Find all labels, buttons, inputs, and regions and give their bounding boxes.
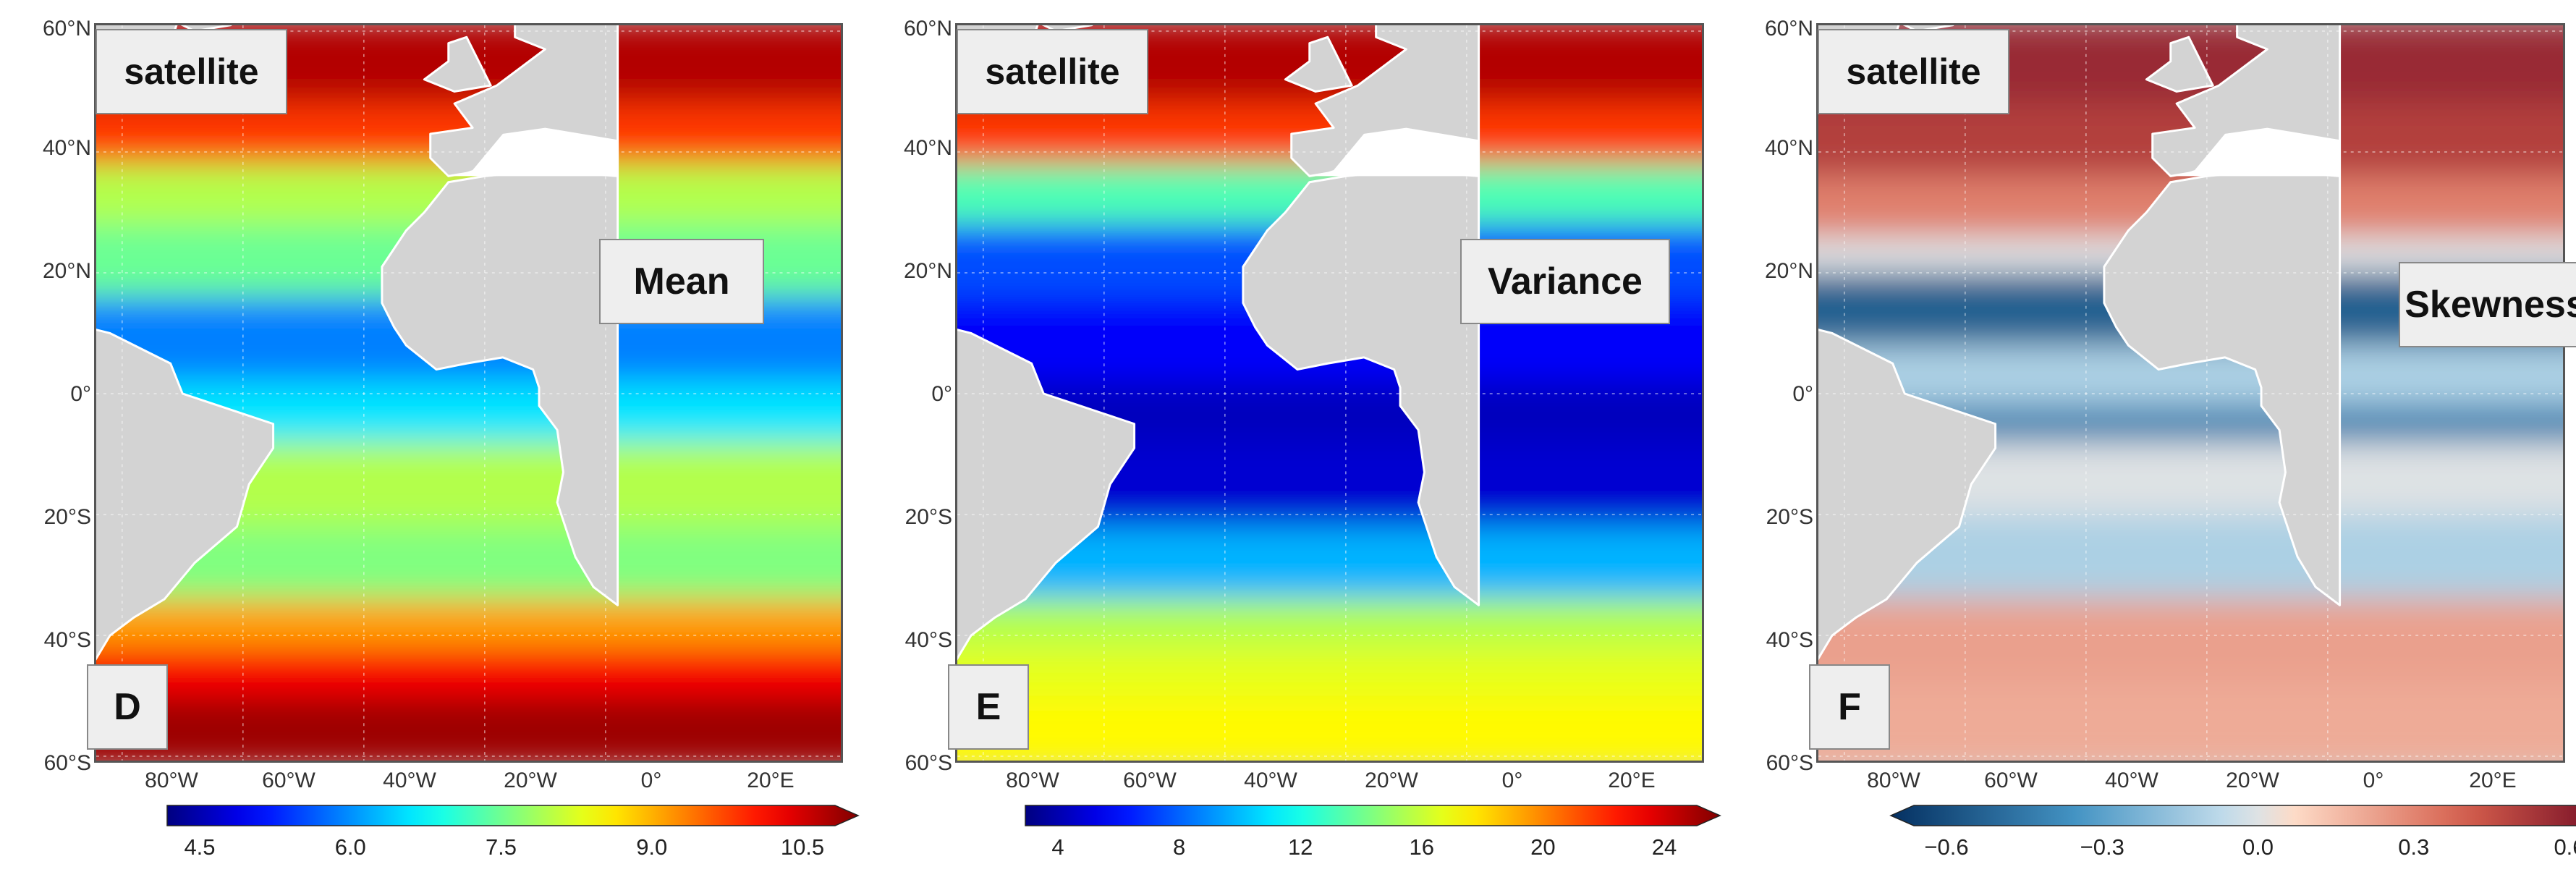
colorbar-ramp: [1025, 805, 1721, 826]
colorbar-tick-label: 16: [1409, 834, 1435, 860]
longitude-label: 20°E: [747, 769, 795, 792]
latitude-label: 0°: [1792, 382, 1813, 406]
source-label: satellite: [957, 29, 1148, 114]
panel-letter: F: [1809, 664, 1890, 750]
colorbar-tick-label: 7.5: [485, 834, 517, 860]
statistic-label: Mean: [599, 239, 764, 324]
latitude-label: 60°N: [903, 17, 952, 41]
longitude-label: 80°W: [145, 769, 198, 792]
longitude-label: 60°W: [1123, 769, 1177, 792]
map-frame: [1816, 23, 2565, 763]
statistic-label: Variance: [1460, 239, 1670, 324]
colorbar-tick-label: 0.0: [2242, 834, 2274, 860]
panel-letter: E: [948, 664, 1029, 750]
latitude-label: 60°S: [1766, 751, 1813, 775]
map-canvas: [957, 25, 1702, 761]
map-frame: [955, 23, 1704, 763]
latitude-label: 60°S: [904, 751, 952, 775]
map-frame: [94, 23, 843, 763]
statistic-label: Skewness: [2399, 262, 2576, 347]
colorbar-tick-label: 12: [1287, 834, 1313, 860]
colorbar-ramp: [166, 805, 860, 826]
longitude-label: 60°W: [1984, 769, 2038, 792]
colorbar-tick-label: 6.0: [334, 834, 366, 860]
latitude-label: 20°N: [1764, 259, 1813, 283]
longitude-label: 0°: [1501, 769, 1523, 792]
map-canvas: [96, 25, 841, 761]
longitude-label: 20°E: [1608, 769, 1656, 792]
latitude-label: 0°: [931, 382, 952, 406]
latitude-label: 20°S: [904, 505, 952, 529]
longitude-label: 20°E: [2469, 769, 2517, 792]
longitude-label: 20°W: [504, 769, 557, 792]
source-label: satellite: [96, 29, 287, 114]
longitude-label: 60°W: [262, 769, 315, 792]
longitude-label: 20°W: [2226, 769, 2279, 792]
longitude-label: 0°: [2363, 769, 2384, 792]
panel-letter: D: [87, 664, 168, 750]
colorbar-tick-label: 8: [1172, 834, 1186, 860]
latitude-label: 40°S: [904, 628, 952, 652]
colorbar: [1025, 805, 1721, 826]
land: [1818, 25, 2342, 661]
colorbar-tick-label: 20: [1530, 834, 1556, 860]
map-panel-d: 60°N 40°N 20°N 0° 20°S 40°S 60°S 80°W 60°W 40°W 20…: [0, 0, 861, 872]
colorbar-tick-label: 0.6: [2554, 834, 2576, 860]
colorbar-tick-label: 4.5: [184, 834, 216, 860]
latitude-label: 60°S: [43, 751, 91, 775]
latitude-label: 60°N: [1764, 17, 1813, 41]
colorbar-tick-label: −0.3: [2080, 834, 2124, 860]
land: [957, 25, 1480, 661]
colorbar: [166, 805, 860, 826]
longitude-label: 80°W: [1867, 769, 1920, 792]
colorbar-tick-label: 9.0: [636, 834, 668, 860]
colorbar-tick-label: −0.6: [1924, 834, 1969, 860]
colorbar-tick-label: 24: [1651, 834, 1677, 860]
longitude-label: 0°: [640, 769, 662, 792]
colorbar-tick-label: 4: [1051, 834, 1064, 860]
colorbar-tick-label: 0.3: [2398, 834, 2430, 860]
latitude-label: 0°: [70, 382, 91, 406]
map-panel-f: 60°N 40°N 20°N 0° 20°S 40°S 60°S 80°W 60°W 40°W 20…: [1722, 0, 2576, 872]
latitude-label: 40°S: [1766, 628, 1813, 652]
longitude-label: 40°W: [2105, 769, 2158, 792]
colorbar: [1889, 805, 2576, 826]
colorbar-tick-label: 10.5: [780, 834, 825, 860]
map-panel-e: 60°N 40°N 20°N 0° 20°S 40°S 60°S 80°W 60°W 40°W 20…: [861, 0, 1722, 872]
latitude-label: 40°N: [42, 136, 91, 160]
latitude-label: 20°S: [1766, 505, 1813, 529]
latitude-label: 20°S: [43, 505, 91, 529]
latitude-label: 40°S: [43, 628, 91, 652]
latitude-label: 20°N: [903, 259, 952, 283]
longitude-label: 40°W: [383, 769, 436, 792]
longitude-label: 40°W: [1244, 769, 1297, 792]
latitude-label: 40°N: [1764, 136, 1813, 160]
source-label: satellite: [1818, 29, 2009, 114]
longitude-label: 80°W: [1006, 769, 1059, 792]
latitude-label: 60°N: [42, 17, 91, 41]
longitude-label: 20°W: [1365, 769, 1418, 792]
colorbar-ramp: [1889, 805, 2576, 826]
latitude-label: 20°N: [42, 259, 91, 283]
map-canvas: [1818, 25, 2563, 761]
latitude-label: 40°N: [903, 136, 952, 160]
